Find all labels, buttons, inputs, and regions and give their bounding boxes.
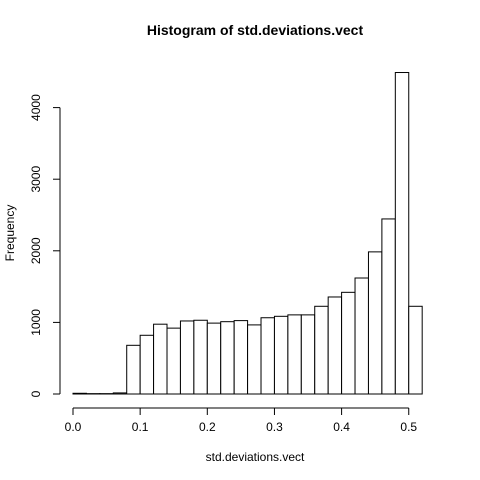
histogram-bar <box>193 319 208 395</box>
histogram-bar <box>220 321 235 395</box>
y-tick-label: 1000 <box>29 309 43 336</box>
x-tick-label: 0.0 <box>65 420 82 434</box>
y-tick-label: 2000 <box>29 237 43 264</box>
y-tick-label: 0 <box>29 390 43 397</box>
histogram-bar <box>72 392 87 395</box>
histogram-bar <box>408 305 423 395</box>
histogram-bar <box>179 320 195 395</box>
x-axis-label: std.deviations.vect <box>206 450 305 464</box>
y-tick-label: 4000 <box>29 94 43 121</box>
x-tick-label: 0.2 <box>199 420 216 434</box>
histogram-bar <box>206 322 222 395</box>
chart-title: Histogram of std.deviations.vect <box>147 22 364 38</box>
x-tick-label: 0.5 <box>400 420 417 434</box>
histogram-bar <box>381 218 396 395</box>
histogram-bar <box>126 344 141 395</box>
histogram-bar <box>166 327 181 395</box>
x-axis: 0.0 0.1 0.2 0.3 0.4 0.5 <box>65 407 417 434</box>
histogram-bar <box>153 323 168 395</box>
histogram-bar <box>341 291 356 395</box>
histogram-bar <box>112 392 128 395</box>
histogram-bar <box>300 314 316 395</box>
histogram-bar <box>247 324 262 395</box>
histogram-bar <box>260 317 275 395</box>
y-tick-label: 3000 <box>29 166 43 193</box>
histogram-bar <box>327 296 343 395</box>
histogram-bar <box>354 277 369 395</box>
x-tick-label: 0.3 <box>266 420 283 434</box>
histogram-bar <box>287 314 302 395</box>
histogram-bar <box>394 72 410 395</box>
histogram-bar <box>314 305 329 395</box>
histogram-bar <box>367 251 383 395</box>
x-tick-label: 0.1 <box>132 420 149 434</box>
y-axis: 0 1000 2000 3000 4000 <box>29 94 61 397</box>
histogram-bar <box>139 334 155 395</box>
histogram-bar <box>233 320 249 395</box>
y-axis-label: Frequency <box>3 205 17 262</box>
x-tick-label: 0.4 <box>333 420 350 434</box>
histogram-bar <box>273 315 289 395</box>
histogram-bars <box>72 72 423 395</box>
